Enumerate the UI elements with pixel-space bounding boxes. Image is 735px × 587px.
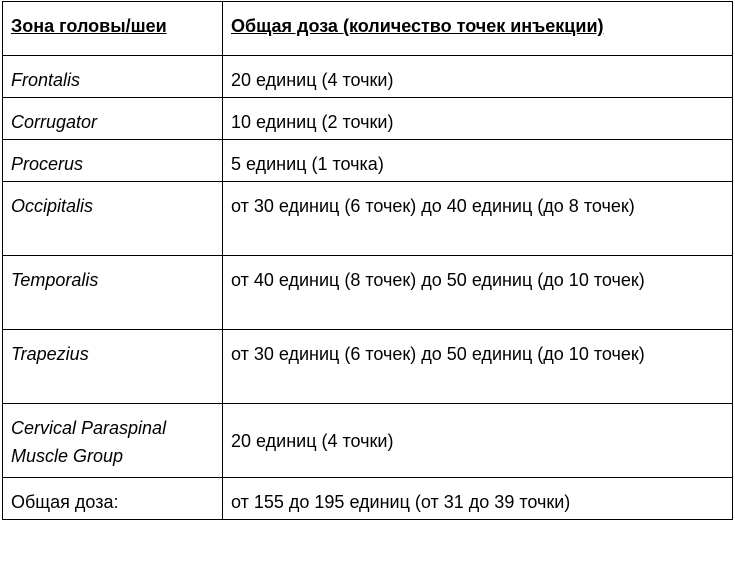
zone-cell: Cervical Paraspinal Muscle Group (2, 403, 223, 478)
dose-cell: от 30 единиц (6 точек) до 50 единиц (до … (222, 329, 733, 404)
row: Общая доза: от 155 до 195 единиц (от 31 … (2, 477, 733, 520)
zone-cell: Occipitalis (2, 181, 223, 256)
row: Procerus 5 единиц (1 точка) (2, 139, 733, 182)
row: Corrugator 10 единиц (2 точки) (2, 97, 733, 140)
row: Occipitalis от 30 единиц (6 точек) до 40… (2, 181, 733, 256)
dose-cell: 10 единиц (2 точки) (222, 97, 733, 140)
header-cell: Зона головы/шеи (2, 1, 223, 56)
header-cell: Общая доза (количество точек инъекции) (222, 1, 733, 56)
header-row: Зона головы/шеи Общая доза (количество т… (2, 1, 733, 56)
dose-cell: 20 единиц (4 точки) (222, 403, 733, 478)
row: Temporalis от 40 единиц (8 точек) до 50 … (2, 255, 733, 330)
dose-cell: 20 единиц (4 точки) (222, 55, 733, 98)
zone-cell: Trapezius (2, 329, 223, 404)
dose-cell: 5 единиц (1 точка) (222, 139, 733, 182)
dose-cell: от 40 единиц (8 точек) до 50 единиц (до … (222, 255, 733, 330)
row: Frontalis 20 единиц (4 точки) (2, 55, 733, 98)
dose-cell: от 30 единиц (6 точек) до 40 единиц (до … (222, 181, 733, 256)
row: Cervical Paraspinal Muscle Group 20 един… (2, 403, 733, 478)
zone-cell: Frontalis (2, 55, 223, 98)
zone-cell: Procerus (2, 139, 223, 182)
zone-cell: Temporalis (2, 255, 223, 330)
total-label-cell: Общая доза: (2, 477, 223, 520)
dose-table: Зона головы/шеи Общая доза (количество т… (2, 1, 733, 520)
dose-cell: от 155 до 195 единиц (от 31 до 39 точки) (222, 477, 733, 520)
row: Trapezius от 30 единиц (6 точек) до 50 е… (2, 329, 733, 404)
zone-cell: Corrugator (2, 97, 223, 140)
